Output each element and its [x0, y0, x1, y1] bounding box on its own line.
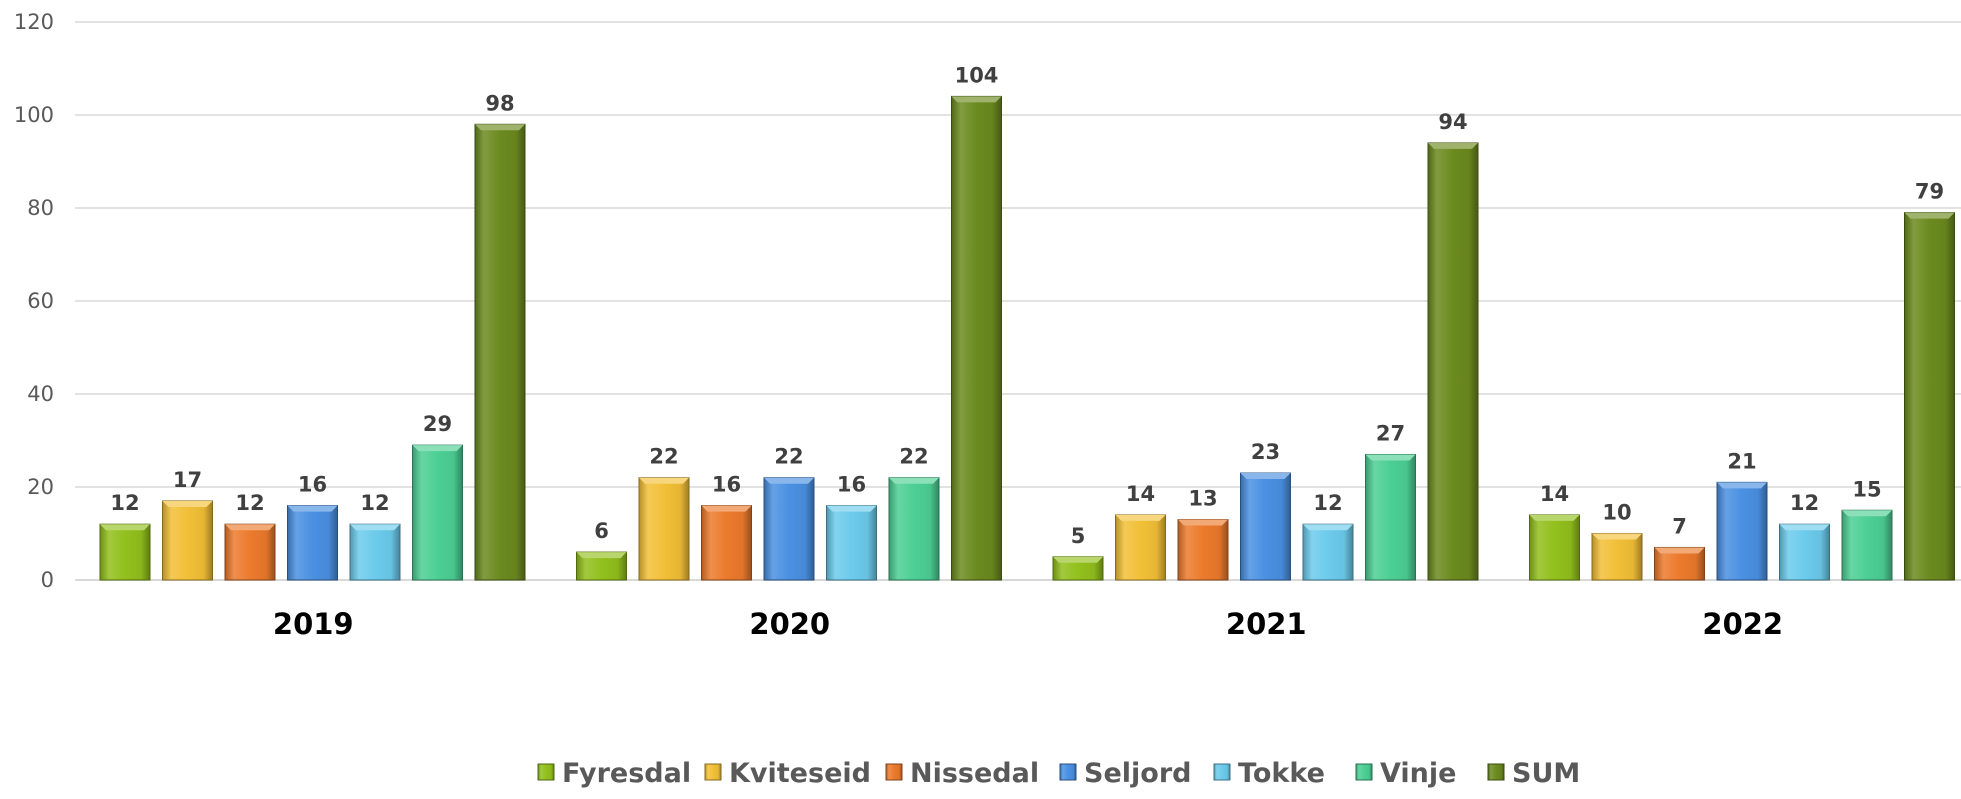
legend: Fyresdal Kviteseid Nissedal Seljord Tokke Vin…: [537, 758, 1580, 789]
bar-seljord-2022: [1716, 481, 1768, 581]
data-label: 21: [1727, 449, 1756, 473]
bar-nissedal-2021: [1177, 519, 1229, 581]
data-label: 22: [649, 445, 678, 469]
data-label: 12: [1790, 491, 1819, 515]
bar-kviteseid-2021: [1115, 514, 1166, 581]
data-label: 12: [360, 491, 389, 515]
data-label: 5: [1071, 524, 1086, 548]
y-tick-label: 40: [27, 382, 54, 406]
bar-vinje-2020: [888, 477, 940, 581]
data-label: 16: [298, 473, 327, 497]
bar-fyresdal-2021: [1052, 556, 1104, 581]
data-label: 17: [173, 468, 202, 492]
data-label: 23: [1251, 440, 1280, 464]
bar-tokke-2020: [826, 505, 877, 581]
data-label: 14: [1540, 482, 1569, 506]
legend-swatch: [1213, 763, 1231, 781]
legend-item-fyresdal: Fyresdal: [537, 758, 691, 789]
data-label: 79: [1915, 180, 1944, 204]
data-labels: 12 17 12 16 12 29 98 6 22 16 22 16 22 104 5 14 13 23 12 27 9…: [110, 63, 1944, 547]
bar-tokke-2022: [1779, 523, 1830, 581]
bars: [99, 95, 1955, 581]
legend-label: Seljord: [1084, 758, 1191, 789]
bar-nissedal-2022: [1654, 546, 1705, 581]
legend-item-kviteseid: Kviteseid: [704, 758, 871, 789]
bar-kviteseid-2022: [1591, 533, 1643, 581]
data-label: 10: [1602, 501, 1631, 525]
x-category-label: 2019: [273, 607, 354, 641]
legend-swatch: [885, 763, 903, 781]
bar-kviteseid-2020: [638, 477, 690, 581]
bar-nissedal-2019: [224, 523, 276, 581]
data-label: 104: [955, 63, 999, 87]
data-label: 12: [1313, 491, 1342, 515]
data-label: 94: [1438, 110, 1467, 134]
legend-swatch: [1059, 763, 1077, 781]
x-category-label: 2022: [1702, 607, 1783, 641]
y-tick-label: 80: [27, 196, 54, 220]
legend-label: Fyresdal: [562, 758, 691, 789]
x-category-label: 2021: [1226, 607, 1307, 641]
bar-fyresdal-2022: [1529, 514, 1580, 581]
legend-item-sum: SUM: [1487, 758, 1580, 789]
data-label: 13: [1188, 487, 1217, 511]
legend-swatch: [1355, 763, 1373, 781]
legend-item-tokke: Tokke: [1213, 758, 1325, 789]
bar-seljord-2020: [763, 477, 815, 581]
data-label: 22: [774, 445, 803, 469]
legend-swatch: [537, 763, 555, 781]
x-axis: 2019 2020 2021 2022: [273, 607, 1783, 641]
bar-vinje-2022: [1841, 509, 1893, 581]
bar-sum-2021: [1427, 142, 1479, 581]
legend-label: Vinje: [1380, 758, 1456, 789]
bar-sum-2019: [474, 123, 526, 581]
legend-swatch: [704, 763, 722, 781]
data-label: 98: [485, 91, 514, 115]
bar-sum-2020: [951, 95, 1002, 581]
data-label: 15: [1852, 477, 1881, 501]
data-label: 29: [423, 412, 452, 436]
legend-item-seljord: Seljord: [1059, 758, 1191, 789]
y-tick-label: 60: [27, 289, 54, 313]
bar-kviteseid-2019: [162, 500, 213, 581]
legend-label: Tokke: [1238, 758, 1325, 789]
y-tick-label: 100: [14, 103, 54, 127]
bar-tokke-2021: [1302, 523, 1354, 581]
bar-nissedal-2020: [701, 505, 752, 581]
y-tick-label: 0: [41, 568, 54, 592]
y-tick-label: 120: [14, 10, 54, 34]
legend-label: Kviteseid: [729, 758, 871, 789]
x-category-label: 2020: [749, 607, 830, 641]
legend-swatch: [1487, 763, 1505, 781]
bar-sum-2022: [1904, 212, 1955, 581]
y-tick-label: 20: [27, 475, 54, 499]
data-label: 12: [110, 491, 139, 515]
legend-item-nissedal: Nissedal: [885, 758, 1039, 789]
bar-seljord-2021: [1240, 472, 1291, 581]
bar-vinje-2019: [412, 444, 463, 581]
legend-label: SUM: [1512, 758, 1580, 789]
legend-label: Nissedal: [910, 758, 1039, 789]
bar-tokke-2019: [349, 523, 401, 581]
bar-fyresdal-2020: [576, 551, 627, 581]
data-label: 16: [837, 473, 866, 497]
data-label: 12: [235, 491, 264, 515]
data-label: 14: [1126, 482, 1155, 506]
data-label: 22: [899, 445, 928, 469]
data-label: 7: [1672, 514, 1687, 538]
data-label: 27: [1376, 421, 1405, 445]
y-axis: 0 20 40 60 80 100 120: [14, 10, 54, 592]
bar-vinje-2021: [1365, 453, 1416, 581]
legend-item-vinje: Vinje: [1355, 758, 1456, 789]
data-label: 16: [712, 473, 741, 497]
bar-fyresdal-2019: [99, 523, 151, 581]
bar-seljord-2019: [287, 505, 338, 581]
data-label: 6: [594, 519, 609, 543]
grid-lines: [75, 21, 1961, 581]
